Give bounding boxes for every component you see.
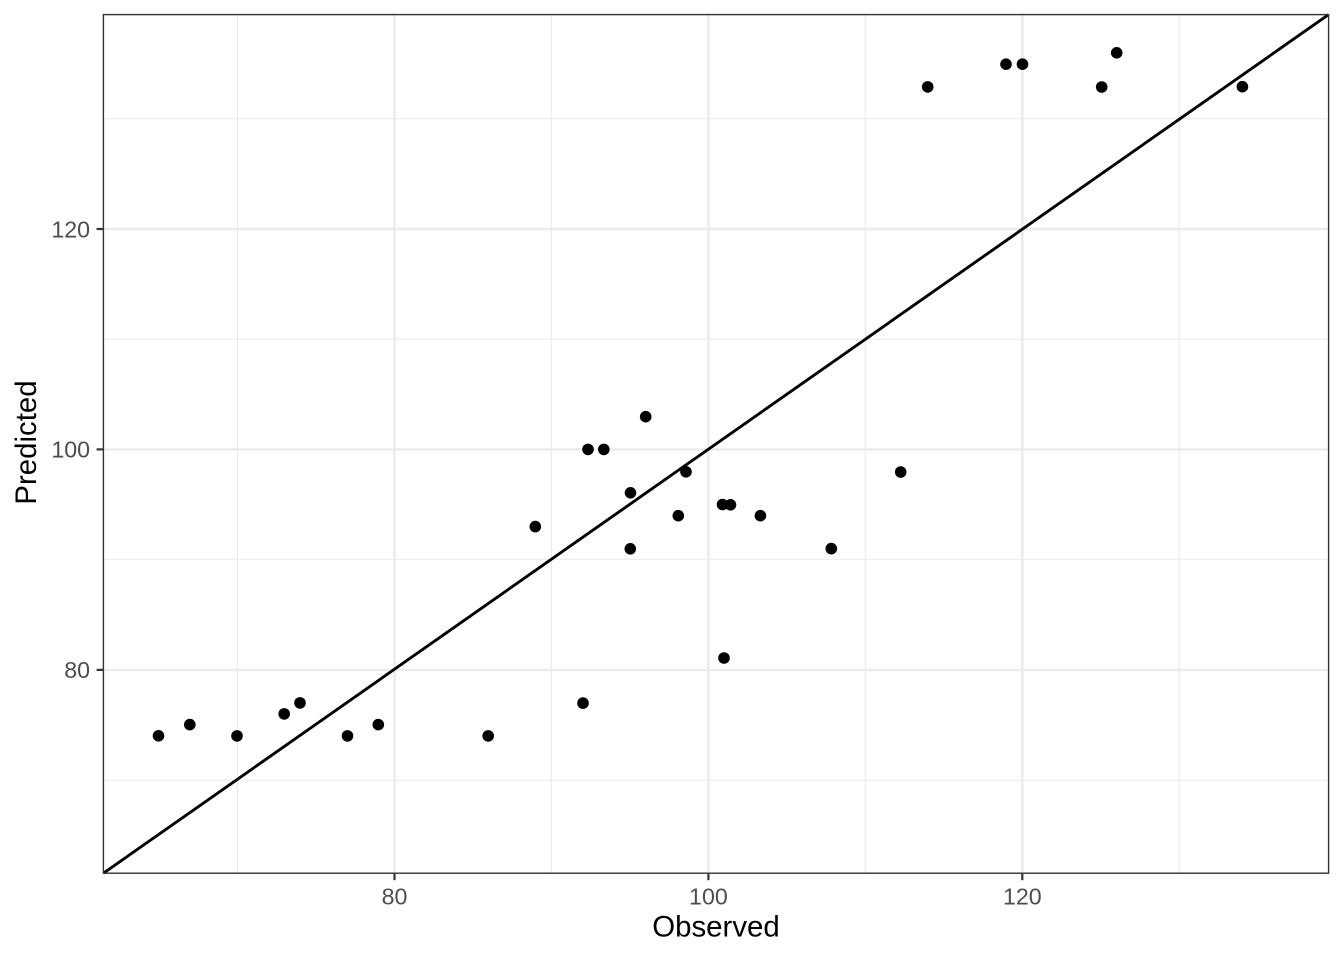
svg-text:Predicted: Predicted [10,380,43,504]
svg-text:120: 120 [51,216,90,242]
svg-text:80: 80 [64,657,90,683]
svg-text:120: 120 [1003,884,1042,910]
svg-text:Observed: Observed [652,911,779,944]
svg-text:80: 80 [382,884,408,910]
svg-text:100: 100 [689,884,728,910]
svg-text:100: 100 [51,437,90,463]
